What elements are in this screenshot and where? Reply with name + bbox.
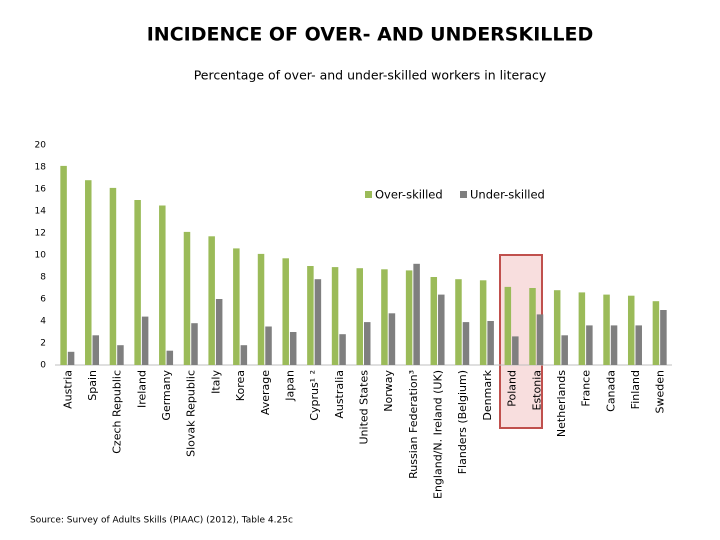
legend-swatch [365,191,372,198]
chart-title: INCIDENCE OF OVER- AND UNDERSKILLED [147,24,594,46]
bar [356,268,363,365]
x-tick-label: Spain [86,370,99,401]
bar [487,321,494,365]
y-tick-label: 18 [35,163,47,173]
x-tick-label: France [580,370,593,407]
bar [314,279,322,365]
bar [627,295,635,365]
bar [60,165,67,365]
x-tick-label: Poland [506,370,519,407]
x-tick-label: Italy [209,370,222,394]
bar [430,277,438,365]
y-tick-label: 14 [35,207,47,217]
bar [462,322,470,365]
bar [388,313,396,365]
y-tick-label: 12 [35,229,46,239]
x-tick-label: Germany [160,370,173,421]
y-tick-label: 0 [40,361,46,371]
x-tick-label: Denmark [481,369,494,420]
bar [166,350,174,365]
bar [141,316,149,365]
bar [603,294,610,365]
bar [257,253,265,365]
chart-subtitle: Percentage of over- and under-skilled wo… [194,68,547,83]
bar [660,310,667,365]
bar [92,335,100,365]
bar [364,322,371,365]
legend-swatch [460,191,467,198]
bar [438,294,445,365]
bar [529,288,536,365]
x-tick-label: England/N. Ireland (UK) [432,370,445,499]
y-tick-label: 8 [40,273,46,283]
x-tick-label: Japan [283,370,296,402]
bar [586,325,593,365]
bar [159,205,166,365]
bar [561,335,568,365]
y-tick-label: 6 [40,295,46,305]
y-tick-label: 10 [35,251,47,261]
y-tick-label: 16 [35,185,47,195]
x-tick-label: Slovak Republic [185,370,198,457]
bar [455,279,462,365]
bar [479,280,487,365]
y-tick-label: 2 [40,339,46,349]
x-tick-label: Average [259,370,272,415]
bar [381,269,388,365]
x-tick-label: Ireland [135,370,148,408]
bar [282,258,289,365]
bar [289,332,297,365]
bar [536,314,544,365]
bar [240,345,248,365]
bar [67,351,75,365]
x-tick-label: Canada [604,370,617,412]
bar [191,323,198,365]
bar [134,200,141,365]
x-tick-label: Norway [382,370,395,412]
bar [610,325,618,365]
bar [233,248,240,365]
bar [578,292,586,365]
bar [339,334,346,365]
bar [553,290,561,365]
x-tick-label: Russian Federation³ [407,370,420,479]
bar [512,336,519,365]
bar [215,299,223,365]
bar [413,263,420,365]
x-tick-label: Austria [61,370,74,409]
y-tick-label: 20 [35,141,47,151]
bar [117,345,124,365]
x-tick-label: United States [358,370,371,445]
x-tick-label: Sweden [654,370,667,413]
legend-label: Over-skilled [375,188,443,202]
legend-label: Under-skilled [470,188,545,202]
x-tick-label: Australia [333,370,346,419]
bar [405,270,413,365]
bar [652,301,660,365]
bar [183,231,191,365]
x-tick-label: Finland [629,370,642,409]
x-tick-label: Netherlands [555,370,568,437]
bar [331,267,339,365]
bar [635,325,642,365]
y-tick-label: 4 [40,317,46,327]
bar [504,286,512,365]
bar [109,187,117,365]
source-note: Source: Survey of Adults Skills (PIAAC) … [30,516,293,526]
x-tick-label: Flanders (Belgium) [456,370,469,474]
bar [208,236,215,365]
bar [85,180,92,365]
x-tick-label: Korea [234,370,247,401]
bar [265,326,272,365]
bar [307,266,314,365]
x-tick-label: Estonia [530,370,543,411]
x-tick-label: Czech Republic [111,370,124,454]
x-tick-label: Cyprus¹ ² [308,370,321,421]
